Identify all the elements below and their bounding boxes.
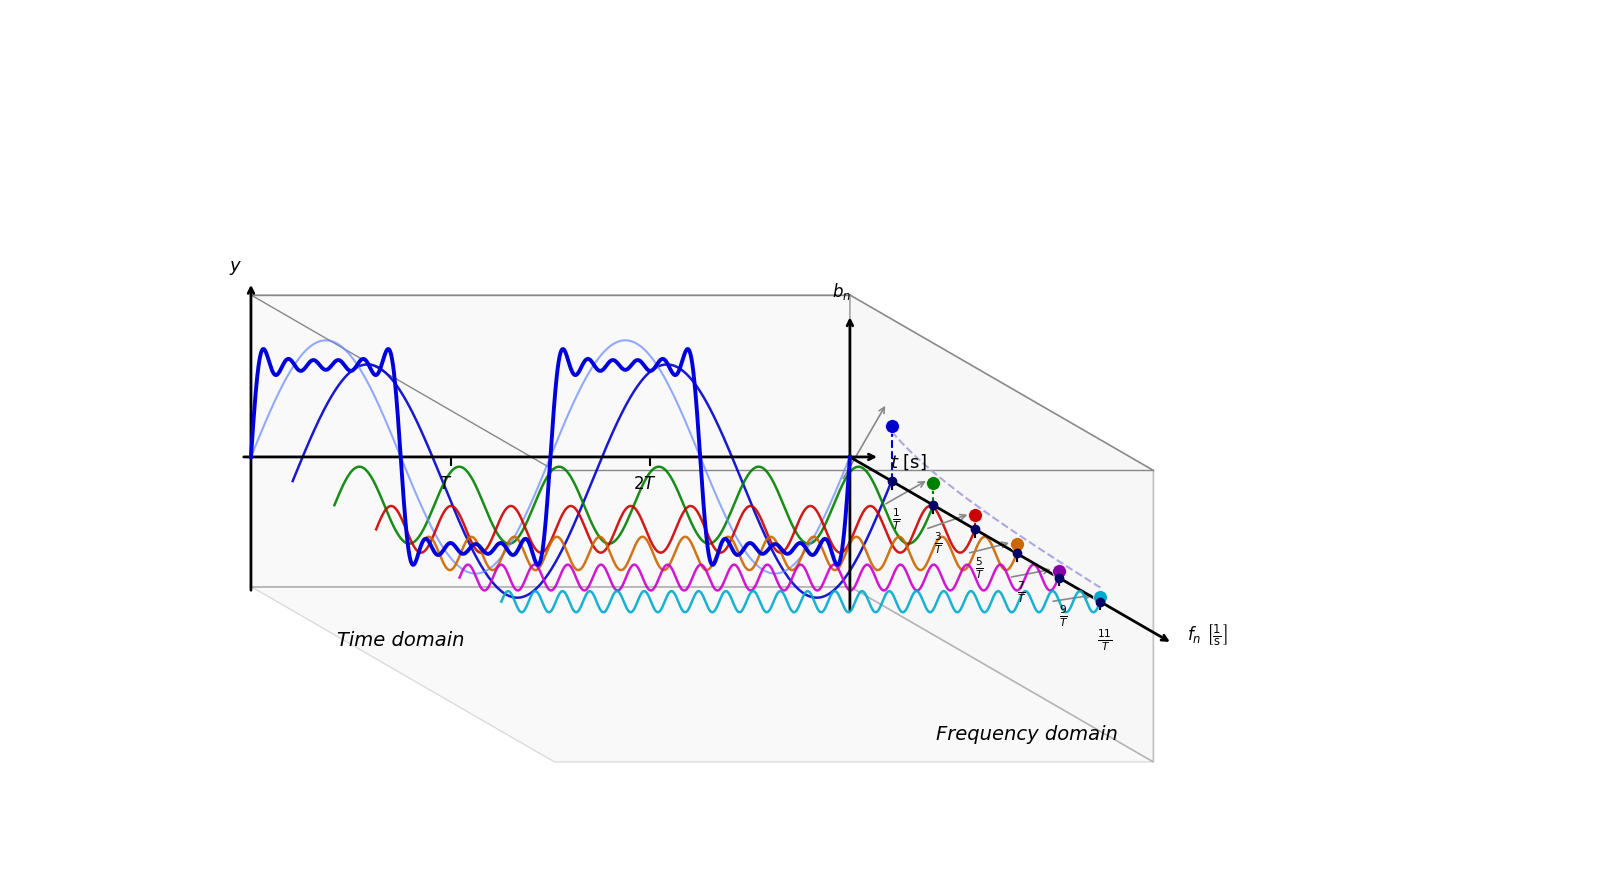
Text: $\frac{5}{T}$: $\frac{5}{T}$ xyxy=(976,555,984,581)
Text: $2T$: $2T$ xyxy=(634,474,658,493)
Polygon shape xyxy=(251,295,850,587)
Text: $\frac{7}{T}$: $\frac{7}{T}$ xyxy=(1018,579,1027,605)
Text: $\frac{3}{T}$: $\frac{3}{T}$ xyxy=(934,531,942,557)
Text: $\frac{11}{T}$: $\frac{11}{T}$ xyxy=(1098,627,1114,653)
Text: $b_n$: $b_n$ xyxy=(832,282,851,303)
Text: Frequency domain: Frequency domain xyxy=(936,725,1118,745)
Text: $f_n\ \left[\frac{1}{\mathrm{s}}\right]$: $f_n\ \left[\frac{1}{\mathrm{s}}\right]$ xyxy=(1187,623,1227,648)
Text: $t$ [s]: $t$ [s] xyxy=(890,453,926,472)
Text: $\frac{9}{T}$: $\frac{9}{T}$ xyxy=(1059,603,1069,629)
Text: Time domain: Time domain xyxy=(338,631,464,650)
Text: $\frac{1}{T}$: $\frac{1}{T}$ xyxy=(893,507,901,532)
Text: $y$: $y$ xyxy=(229,259,243,277)
Polygon shape xyxy=(251,587,1154,762)
Text: $T$: $T$ xyxy=(438,474,453,493)
Polygon shape xyxy=(850,295,1154,762)
